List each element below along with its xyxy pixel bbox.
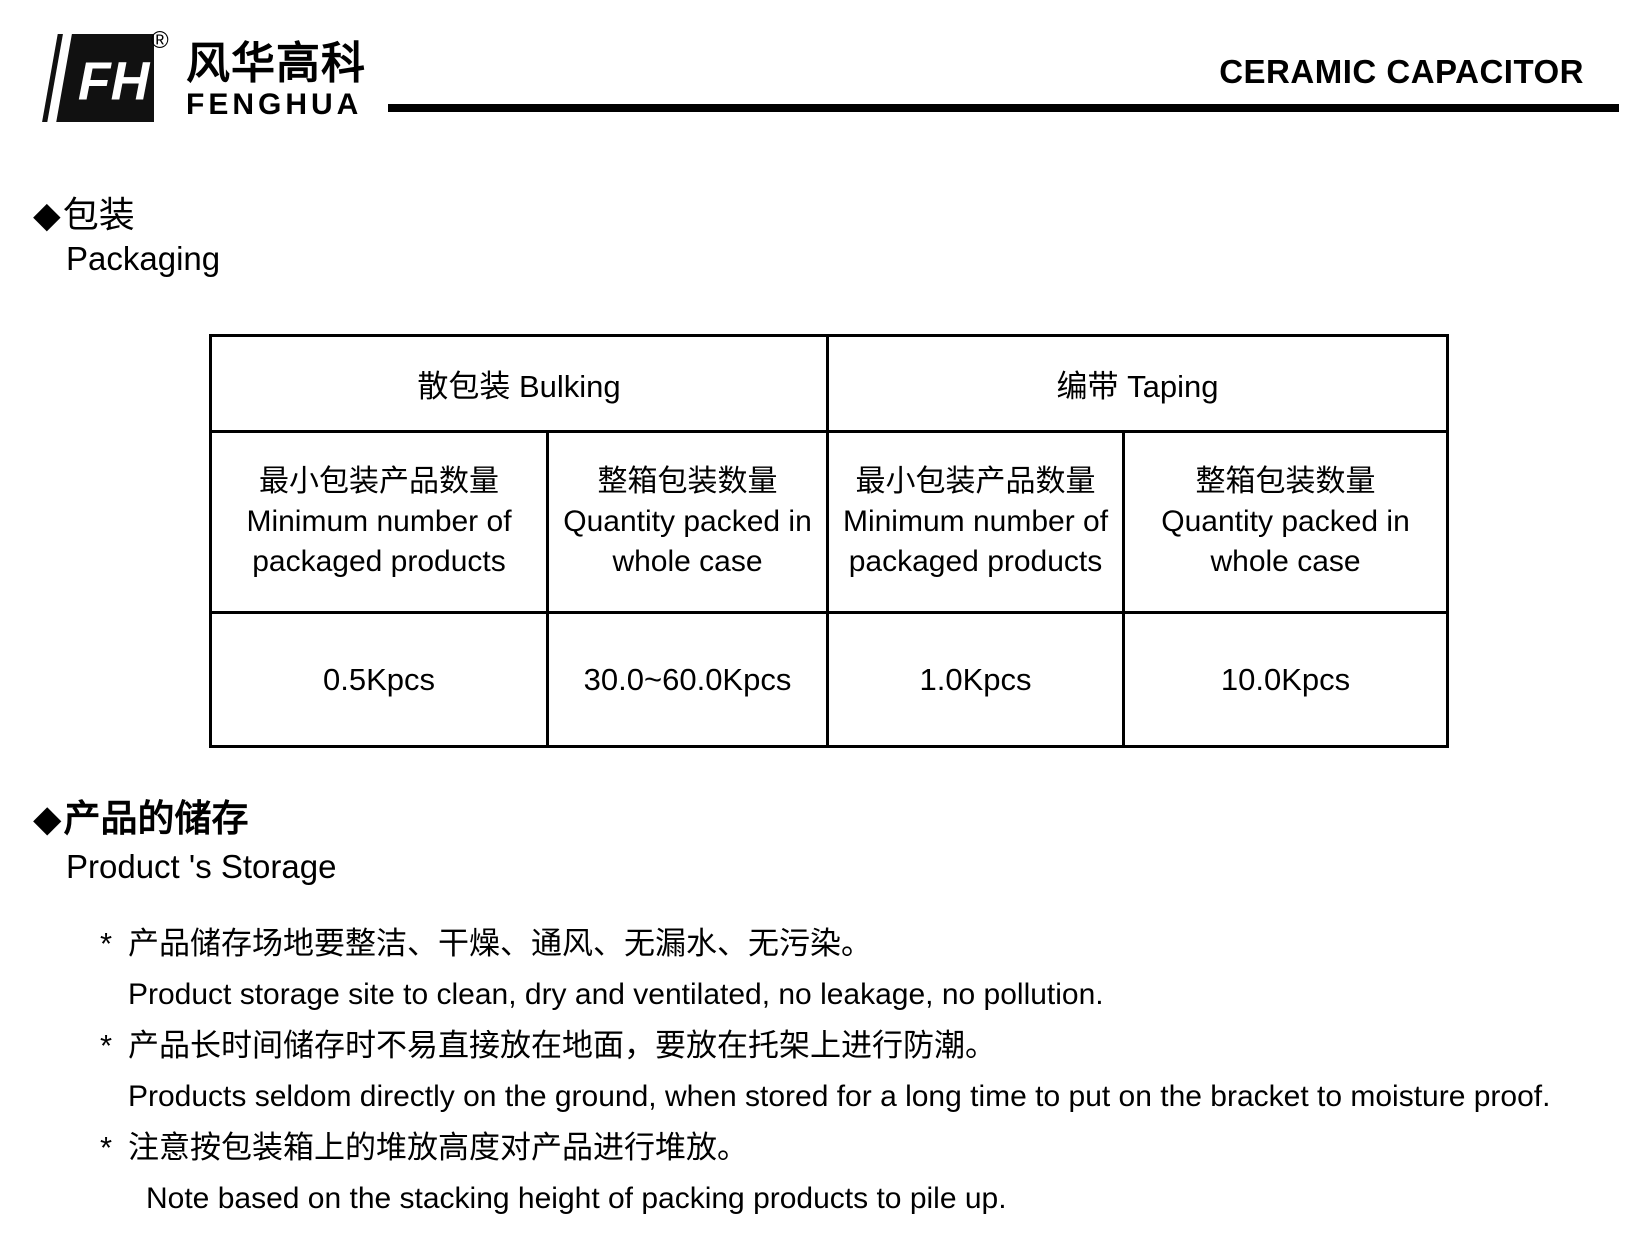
note-line-zh: * 注意按包装箱上的堆放高度对产品进行堆放。 [100,1122,1550,1173]
col-header-en-line2: whole case [612,545,763,578]
value-taping-minimum: 1.0Kpcs [826,611,1126,748]
note-line-zh: * 产品长时间储存时不易直接放在地面，要放在托架上进行防潮。 [100,1020,1550,1071]
col-header-taping-whole-case: 整箱包装数量 Quantity packed in whole case [1122,430,1450,614]
col-header-bulking-whole-case: 整箱包装数量 Quantity packed in whole case [545,430,830,614]
col-header-zh: 最小包装产品数量 [855,465,1096,498]
storage-heading-en: Product 's Storage [66,848,337,885]
asterisk-bullet-icon: * [100,1028,113,1063]
storage-note: * 产品储存场地要整洁、干燥、通风、无漏水、无污染。 Product stora… [100,918,1550,1020]
group-header-bulking: 散包装 Bulking [208,334,830,433]
packaging-table: 散包装 Bulking 编带 Taping 最小包装产品数量 Minimum n… [208,334,1450,748]
page-title: CERAMIC CAPACITOR [1219,53,1584,90]
table-row-values: 0.5Kpcs 30.0~60.0Kpcs 1.0Kpcs 10.0Kpcs [209,611,1450,748]
fenghua-logo-icon: FH [42,34,172,127]
group-header-taping: 编带 Taping [826,334,1450,433]
storage-note: * 产品长时间储存时不易直接放在地面，要放在托架上进行防潮。 Products … [100,1020,1550,1122]
col-header-en-line2: packaged products [252,545,506,578]
table-row-column-headers: 最小包装产品数量 Minimum number of packaged prod… [209,430,1450,614]
value-bulking-whole-case: 30.0~60.0Kpcs [545,611,830,748]
col-header-zh: 整箱包装数量 [1195,465,1376,498]
diamond-bullet-icon: ◆ [33,194,61,235]
col-header-zh: 整箱包装数量 [597,465,778,498]
packaging-heading-en: Packaging [66,240,221,277]
col-header-bulking-minimum: 最小包装产品数量 Minimum number of packaged prod… [209,430,549,614]
col-header-en-line2: whole case [1210,545,1361,578]
note-text-en: Note based on the stacking height of pac… [146,1182,1007,1215]
packaging-section-heading: ◆ 包装 [33,186,135,238]
note-text-zh: 注意按包装箱上的堆放高度对产品进行堆放。 [128,1130,748,1165]
col-header-en-line1: Quantity packed in [1161,505,1410,538]
header-divider-rule [388,104,1619,112]
packaging-heading-zh: 包装 [62,194,135,235]
col-header-taping-minimum: 最小包装产品数量 Minimum number of packaged prod… [826,430,1126,614]
storage-notes: * 产品储存场地要整洁、干燥、通风、无漏水、无污染。 Product stora… [100,918,1550,1224]
note-line-zh: * 产品储存场地要整洁、干燥、通风、无漏水、无污染。 [100,918,1550,969]
storage-heading-zh: 产品的储存 [63,798,249,839]
col-header-zh: 最小包装产品数量 [259,465,499,498]
storage-section-heading: ◆ 产品的储存 [33,788,248,842]
brand-name-chinese: 风华高科 [186,39,366,88]
note-text-zh: 产品长时间储存时不易直接放在地面，要放在托架上进行防潮。 [128,1028,996,1063]
col-header-en-line1: Minimum number of [842,505,1109,538]
logo-letters: FH [78,52,151,112]
note-text-en: Products seldom directly on the ground, … [128,1080,1551,1113]
col-header-en-line1: Minimum number of [246,505,512,538]
value-taping-whole-case: 10.0Kpcs [1122,611,1450,748]
note-text-zh: 产品储存场地要整洁、干燥、通风、无漏水、无污染。 [128,926,872,961]
asterisk-bullet-icon: * [100,1130,113,1165]
brand-block: 风华高科 FENGHUA [186,42,366,120]
fenghua-logo-svg: FH [42,34,172,122]
storage-note: * 注意按包装箱上的堆放高度对产品进行堆放。 Note based on the… [100,1122,1550,1224]
col-header-en-line1: Quantity packed in [563,505,812,538]
value-bulking-minimum: 0.5Kpcs [209,611,549,748]
col-header-en-line2: packaged products [848,545,1103,578]
note-text-en: Product storage site to clean, dry and v… [128,978,1104,1011]
diamond-bullet-icon: ◆ [33,798,62,839]
asterisk-bullet-icon: * [100,926,113,961]
table-row-groups: 散包装 Bulking 编带 Taping [208,334,1450,433]
registered-trademark-symbol: ® [151,27,169,54]
brand-name-english: FENGHUA [186,88,363,121]
